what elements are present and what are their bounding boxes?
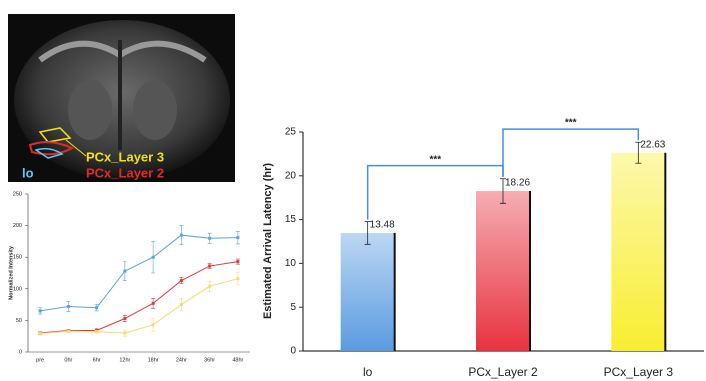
point <box>123 270 126 273</box>
y-tick-label: 50 <box>16 318 22 324</box>
value-label: 22.63 <box>640 139 665 150</box>
point <box>152 323 155 326</box>
y-axis-label: Normalized Intensity <box>8 245 14 300</box>
y-tick-label: 10 <box>285 258 297 269</box>
point <box>95 330 98 333</box>
y-tick-label: 20 <box>285 170 297 181</box>
series-line <box>40 235 238 311</box>
x-tick-label: PCx_Layer 2 <box>468 365 538 379</box>
point <box>236 260 239 263</box>
x-tick-label: 0hr <box>64 357 72 363</box>
significance-label: *** <box>565 118 577 129</box>
point <box>180 279 183 282</box>
point <box>152 256 155 259</box>
label-layer2: PCx_Layer 2 <box>86 165 164 180</box>
point <box>152 302 155 305</box>
point <box>39 309 42 312</box>
x-tick-label: 12hr <box>119 357 130 363</box>
y-tick-label: 200 <box>13 223 22 229</box>
x-tick-label: pre <box>36 357 44 363</box>
label-lo: lo <box>22 165 34 180</box>
series-line <box>40 262 238 333</box>
point <box>67 305 70 308</box>
figure: PCx_Layer 3 PCx_Layer 2 lo 0501001502002… <box>0 0 706 381</box>
x-tick-label: 24hr <box>176 357 187 363</box>
point <box>180 303 183 306</box>
x-tick-label: 18hr <box>148 357 159 363</box>
x-tick-label: lo <box>363 365 373 379</box>
point <box>95 306 98 309</box>
x-tick-label: PCx_Layer 3 <box>604 365 674 379</box>
x-tick-label: 36hr <box>204 357 215 363</box>
point <box>208 285 211 288</box>
point <box>180 234 183 237</box>
y-tick-label: 250 <box>13 191 22 197</box>
value-label: 18.26 <box>505 178 530 189</box>
x-tick-label: 48hr <box>232 357 243 363</box>
point <box>236 277 239 280</box>
y-tick-label: 5 <box>290 302 296 313</box>
point <box>208 237 211 240</box>
y-tick-label: 0 <box>19 349 22 355</box>
value-label: 13.48 <box>370 220 395 231</box>
page: PCx_Layer 3 PCx_Layer 2 lo 0501001502002… <box>0 0 706 381</box>
point <box>67 330 70 333</box>
significance-label: *** <box>429 154 441 165</box>
bar <box>341 233 395 351</box>
point <box>123 332 126 335</box>
bar <box>476 191 530 351</box>
y-tick-label: 15 <box>285 214 297 225</box>
y-axis-label: Estimated Arrival Latency (hr) <box>262 163 274 319</box>
bar <box>611 153 665 351</box>
y-tick-label: 0 <box>290 346 296 357</box>
point <box>123 317 126 320</box>
mri-image: PCx_Layer 3 PCx_Layer 2 lo <box>8 14 235 182</box>
x-tick-label: 6hr <box>93 357 101 363</box>
chart: 0 5 10 15 20 25 Estimated Arrival Latency (hr)… <box>262 118 704 379</box>
label-layer3: PCx_Layer 3 <box>86 149 164 164</box>
point <box>236 236 239 239</box>
point <box>208 265 211 268</box>
y-tick-label: 25 <box>285 127 297 138</box>
point <box>39 332 42 335</box>
